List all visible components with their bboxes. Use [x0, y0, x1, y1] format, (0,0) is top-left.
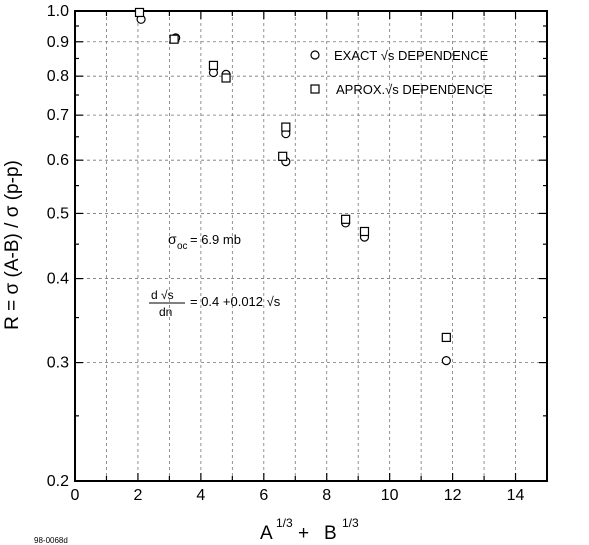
- y-tick-label: 0.6: [47, 152, 69, 169]
- data-point-circle: [441, 356, 451, 366]
- legend-label-exact: EXACT √s DEPENDENCE: [334, 48, 489, 63]
- x-tick-label: 6: [259, 487, 268, 504]
- x-tick-label: 2: [133, 487, 142, 504]
- sigma-annotation: σ oc = 6.9 mb: [168, 231, 241, 252]
- tick-layer: [74, 10, 548, 482]
- legend: EXACT √s DEPENDENCE APROX.√s DEPENDENCE: [310, 48, 493, 97]
- data-point-square: [208, 60, 219, 71]
- y-tick-label: 0.3: [47, 355, 69, 372]
- y-tick-label: 0.8: [47, 68, 69, 85]
- legend-label-aprox: APROX.√s DEPENDENCE: [336, 82, 493, 97]
- grid-layer: [75, 11, 547, 481]
- y-tick-label: 0.7: [47, 107, 69, 124]
- sigma-symbol: σ: [168, 231, 177, 247]
- x-axis-label-a: A: [260, 523, 273, 544]
- mark-layer: [134, 7, 451, 366]
- fraction-rhs: = 0.4 +0.012 √s: [190, 294, 281, 309]
- legend-square-marker: [310, 84, 320, 94]
- x-axis-label-b: B: [324, 523, 337, 544]
- data-point-square: [441, 332, 451, 343]
- x-tick-label: 14: [507, 487, 525, 504]
- slope-annotation: d √s dn = 0.4 +0.012 √s: [149, 288, 281, 319]
- data-point-square: [169, 34, 179, 44]
- x-axis-label-a-exponent: 1/3: [276, 516, 293, 530]
- figure-id-label: 98-0068d: [34, 536, 68, 545]
- data-point-square: [221, 73, 231, 83]
- x-axis-label-plus: +: [298, 523, 309, 544]
- data-point-square: [134, 7, 145, 18]
- x-tick-label: 10: [381, 487, 399, 504]
- x-tick-label: 8: [322, 487, 331, 504]
- data-point-square: [359, 226, 370, 237]
- legend-circle-marker: [310, 50, 320, 60]
- fraction-numerator: d √s: [151, 288, 174, 302]
- plot-frame: [74, 10, 548, 482]
- data-point-square: [281, 122, 291, 132]
- y-tick-label: 0.5: [47, 205, 69, 222]
- x-tick-label: 4: [196, 487, 205, 504]
- y-tick-label: 1.0: [47, 3, 69, 20]
- sigma-value: = 6.9 mb: [190, 232, 241, 247]
- fraction-denominator: dn: [159, 305, 172, 319]
- y-tick-label: 0.2: [47, 473, 69, 490]
- y-tick-label: 0.9: [47, 34, 69, 51]
- x-tick-label: 12: [444, 487, 462, 504]
- x-axis-label-b-exponent: 1/3: [342, 516, 359, 530]
- data-point-square: [278, 151, 288, 161]
- data-point-square: [341, 214, 351, 224]
- x-axis-label: A 1/3 + B 1/3: [260, 516, 359, 544]
- tick-label-layer: 0 2 4 6 8 10 12 14 0.2 0.3 0.4 0.5 0.6 0.7 0.8 0.9 1.0: [47, 3, 525, 504]
- y-axis-label: R = σ (A-B) / σ (p-p): [2, 160, 23, 330]
- x-tick-label: 0: [71, 487, 80, 504]
- sigma-subscript: oc: [177, 241, 188, 252]
- y-tick-label: 0.4: [47, 271, 69, 288]
